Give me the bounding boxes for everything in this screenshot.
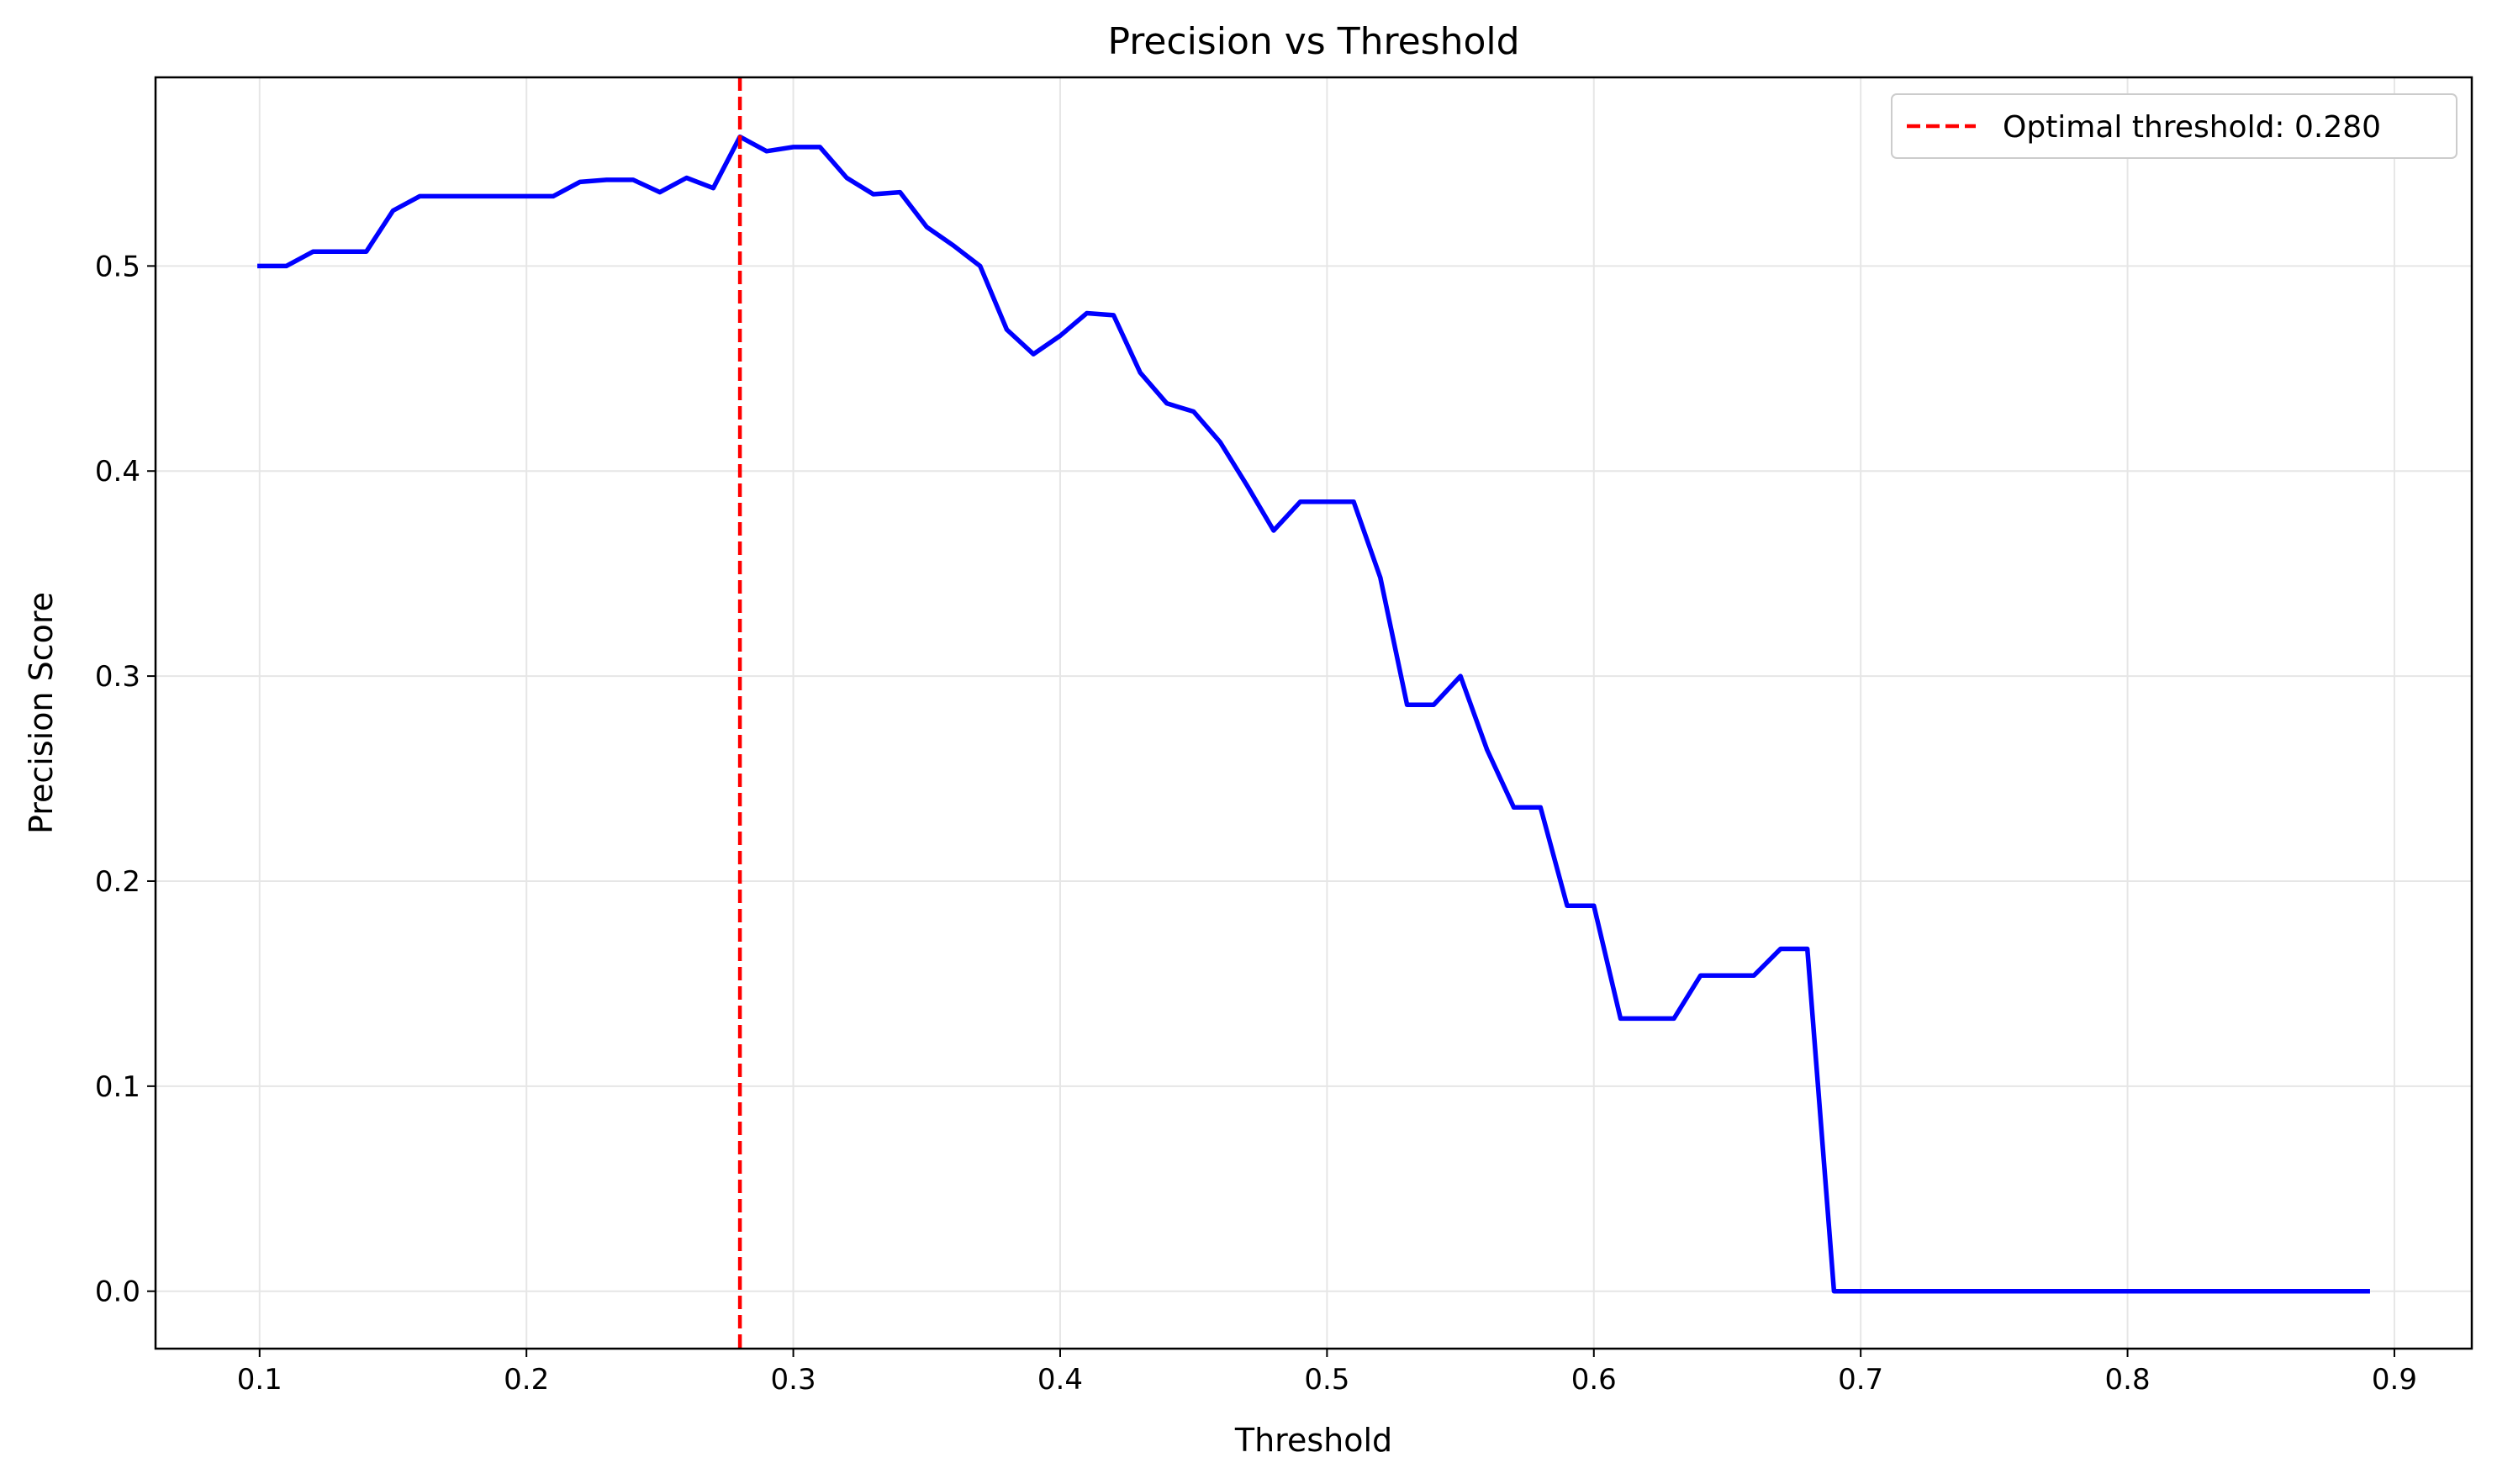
y-tick-label: 0.1 (95, 1070, 140, 1104)
y-axis-label: Precision Score (23, 592, 60, 834)
axis-ticks: 0.1 0.2 0.3 0.4 0.5 0.6 0.7 0.8 0.9 0.0 0.1 0.2 0.3 0… (95, 250, 2417, 1397)
x-tick-label: 0.5 (1304, 1363, 1349, 1397)
x-tick-label: 0.1 (237, 1363, 282, 1397)
x-tick-label: 0.9 (2372, 1363, 2417, 1397)
y-tick-label: 0.5 (95, 250, 140, 283)
plot-frame (154, 76, 2473, 1350)
x-tick-label: 0.3 (771, 1363, 816, 1397)
y-tick-label: 0.2 (95, 865, 140, 899)
x-tick-label: 0.4 (1037, 1363, 1083, 1397)
plot-data (257, 77, 2370, 1349)
x-tick-label: 0.6 (1571, 1363, 1617, 1397)
y-tick-label: 0.3 (95, 660, 140, 694)
legend-label-optimal-threshold: Optimal threshold: 0.280 (2003, 110, 2381, 145)
chart-title: Precision vs Threshold (1107, 20, 1519, 63)
y-tick-label: 0.4 (95, 455, 140, 489)
x-tick-label: 0.7 (1838, 1363, 1883, 1397)
legend-box (1891, 93, 2457, 159)
y-tick-label: 0.0 (95, 1275, 140, 1309)
x-tick-label: 0.8 (2105, 1363, 2151, 1397)
legend: Optimal threshold: 0.280 (1891, 93, 2457, 159)
x-tick-label: 0.2 (504, 1363, 549, 1397)
x-axis-label: Threshold (1234, 1422, 1392, 1459)
precision-series-line (257, 134, 2370, 1294)
